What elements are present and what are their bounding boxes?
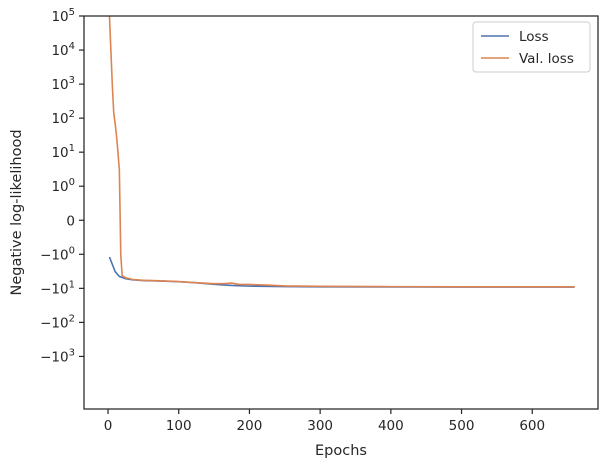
x-axis-ticks: 0 100 200 300 400 500 600 <box>104 409 545 434</box>
y-axis-ticks: 105 104 103 102 101 100 0 −100 −101 −102 −103 <box>40 7 84 365</box>
y-tick-label: −101 <box>40 279 75 297</box>
legend: Loss Val. loss <box>472 21 591 73</box>
series-line-val-loss <box>108 16 575 288</box>
legend-label-loss: Loss <box>519 29 549 45</box>
y-tick-label: 104 <box>51 41 75 59</box>
y-tick-label: −100 <box>40 245 75 263</box>
legend-box <box>472 21 591 73</box>
y-tick-label: 105 <box>51 7 75 25</box>
x-tick-label: 300 <box>307 418 333 434</box>
series-lines <box>108 16 575 288</box>
y-tick-label: 103 <box>51 75 75 93</box>
legend-label-val-loss: Val. loss <box>519 51 574 67</box>
y-tick-label: −103 <box>40 347 75 365</box>
x-tick-label: 0 <box>104 418 113 434</box>
x-tick-label: 400 <box>378 418 404 434</box>
x-tick-label: 500 <box>449 418 475 434</box>
x-tick-label: 600 <box>519 418 545 434</box>
y-tick-label: 100 <box>51 177 75 195</box>
y-tick-label: 102 <box>51 109 75 127</box>
y-tick-label: 101 <box>51 143 75 161</box>
y-axis-label: Negative log-likelihood <box>9 129 25 295</box>
y-tick-label: 0 <box>66 213 75 229</box>
x-tick-label: 100 <box>166 418 192 434</box>
x-axis-label: Epochs <box>315 443 367 459</box>
plot-frame <box>83 15 599 410</box>
x-tick-label: 200 <box>237 418 263 434</box>
y-tick-label: −102 <box>40 313 75 331</box>
